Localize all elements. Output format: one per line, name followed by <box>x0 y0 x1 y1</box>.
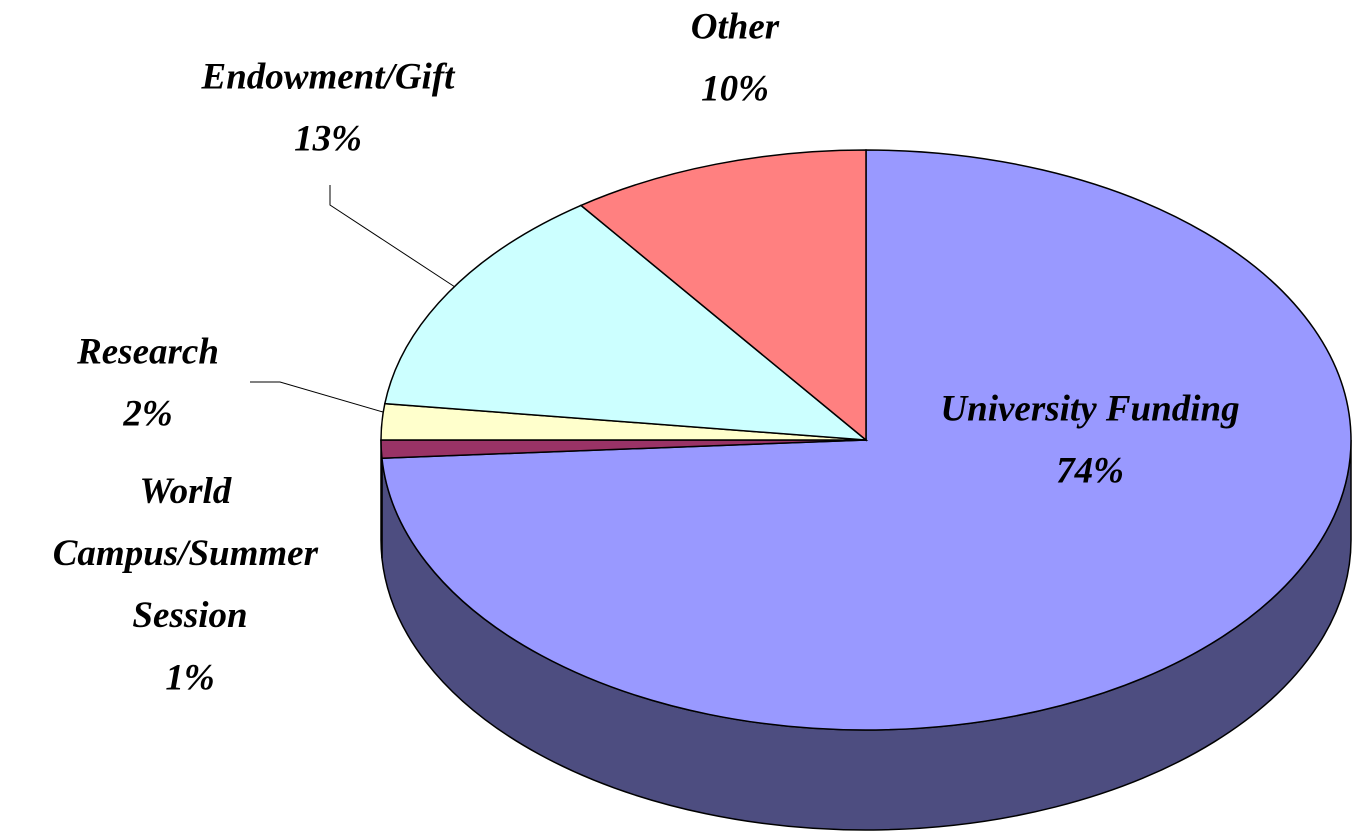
leader-line <box>250 381 384 413</box>
slice <box>383 204 869 441</box>
value-label: 13% <box>294 118 362 159</box>
slice-label: World Campus/Summer Session <box>53 471 328 636</box>
value-label: 74% <box>1056 450 1124 491</box>
value-label: 1% <box>165 657 214 698</box>
value-label: 2% <box>122 393 172 434</box>
slice-label: University Funding <box>940 388 1239 429</box>
slice <box>579 149 867 442</box>
slice-label: Research <box>76 331 219 372</box>
slice-label: Endowment/Gift <box>201 56 457 97</box>
slice-label: Other <box>691 6 780 47</box>
leader-line <box>329 185 456 288</box>
value-label: 10% <box>701 68 769 109</box>
